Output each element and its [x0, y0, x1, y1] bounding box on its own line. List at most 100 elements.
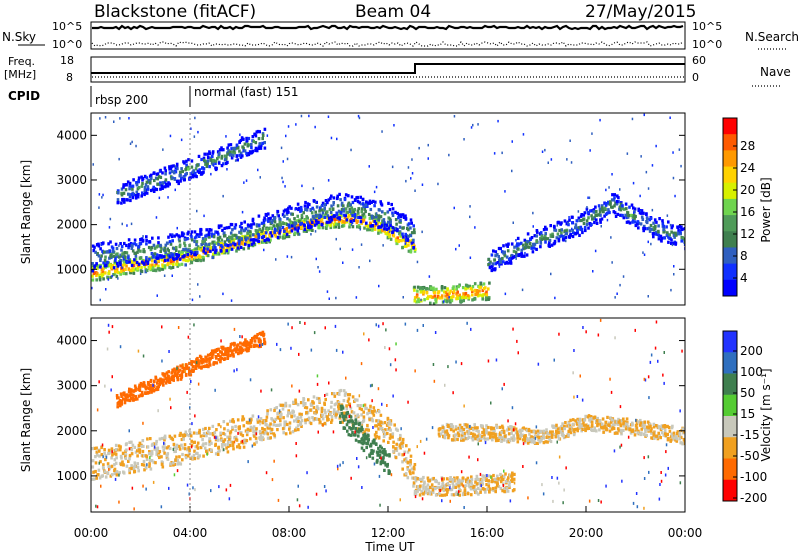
power-cell	[407, 234, 410, 238]
power-cell	[172, 262, 175, 266]
cpid-segment-normal: normal (fast) 151	[194, 85, 298, 99]
power-cell	[520, 241, 523, 245]
power-cell	[640, 155, 642, 158]
velocity-cell	[460, 428, 464, 432]
velocity-cell	[103, 470, 106, 474]
power-cell	[550, 158, 553, 161]
velocity-cell	[421, 477, 424, 481]
power-cell	[173, 247, 176, 251]
velocity-cell	[326, 418, 329, 422]
velocity-cell	[132, 467, 136, 471]
power-cell	[146, 261, 149, 265]
power-cell	[132, 264, 136, 268]
power-cell	[614, 296, 616, 299]
power-cell	[287, 210, 290, 214]
velocity-cell	[149, 388, 152, 392]
power-cell	[206, 249, 210, 253]
power-cell	[466, 294, 470, 298]
power-cell	[473, 296, 477, 300]
velocity-cell	[172, 442, 176, 446]
power-cell	[354, 198, 357, 202]
velocity-cell	[369, 407, 372, 411]
power-cell	[600, 208, 604, 212]
velocity-cell	[354, 426, 358, 431]
velocity-cell	[247, 348, 250, 353]
power-cell	[505, 260, 509, 264]
velocity-cell	[598, 419, 602, 423]
velocity-cell	[404, 472, 408, 476]
velocity-cell	[143, 454, 146, 458]
power-cell	[124, 255, 127, 259]
power-cell	[555, 236, 559, 240]
power-cell	[658, 217, 661, 221]
velocity-cell	[214, 452, 218, 456]
power-cell	[181, 250, 184, 254]
power-cell	[481, 297, 484, 301]
power-cell	[136, 250, 139, 254]
velocity-cell	[124, 453, 128, 457]
power-cell	[214, 246, 217, 250]
power-cell	[160, 254, 163, 258]
power-cell	[646, 227, 649, 231]
velocity-cell	[488, 434, 492, 438]
velocity-cell	[104, 475, 108, 479]
power-cell	[324, 199, 328, 203]
velocity-cell	[500, 436, 503, 440]
power-cell	[213, 248, 217, 252]
velocity-cell	[259, 431, 262, 435]
velocity-cell	[514, 427, 518, 431]
power-cell	[539, 239, 542, 243]
power-cell	[432, 286, 435, 290]
velocity-cell	[91, 465, 95, 469]
velocity-cell	[255, 336, 258, 340]
velocity-cell	[478, 482, 481, 486]
power-cell	[229, 231, 233, 235]
power-cell	[162, 148, 164, 151]
power-cell	[315, 219, 318, 223]
velocity-cell	[130, 440, 133, 444]
power-cell	[180, 138, 183, 142]
power-cell	[411, 243, 415, 247]
power-cell	[413, 296, 417, 300]
power-cell	[212, 159, 215, 163]
power-cell	[182, 247, 185, 252]
velocity-cell	[397, 452, 401, 456]
power-cell	[159, 170, 161, 173]
power-cell	[645, 170, 648, 174]
velocity-cell	[360, 446, 364, 450]
velocity-cell	[383, 461, 387, 465]
velocity-cell	[324, 414, 328, 418]
power-cell	[262, 221, 266, 225]
power-cell	[150, 245, 154, 250]
velocity-cell	[320, 409, 324, 414]
power-cell	[202, 167, 206, 171]
velocity-cell	[277, 423, 280, 427]
power-cell	[434, 300, 438, 304]
power-cell	[427, 143, 429, 147]
velocity-cell	[476, 426, 479, 430]
velocity-cell	[438, 434, 441, 438]
power-cell	[402, 235, 405, 239]
velocity-cell	[181, 446, 185, 450]
power-cell	[195, 243, 198, 247]
velocity-cell	[389, 428, 392, 432]
velocity-cell	[273, 407, 277, 411]
power-cell	[234, 233, 237, 237]
velocity-cell	[450, 487, 454, 491]
velocity-cell	[154, 447, 157, 451]
power-cell	[104, 271, 107, 275]
velocity-cell	[388, 436, 392, 440]
power-cell	[325, 220, 329, 224]
power-cell	[464, 293, 467, 297]
velocity-cell	[236, 343, 240, 347]
velocity-cell	[466, 476, 470, 480]
power-cell	[215, 166, 218, 170]
velocity-cell	[115, 473, 119, 477]
velocity-cell	[530, 429, 533, 433]
velocity-cell	[107, 464, 110, 469]
power-cell	[350, 206, 354, 210]
power-cell	[474, 292, 477, 296]
power-cell	[375, 185, 378, 189]
velocity-cell	[426, 476, 430, 480]
velocity-cell	[494, 432, 497, 436]
